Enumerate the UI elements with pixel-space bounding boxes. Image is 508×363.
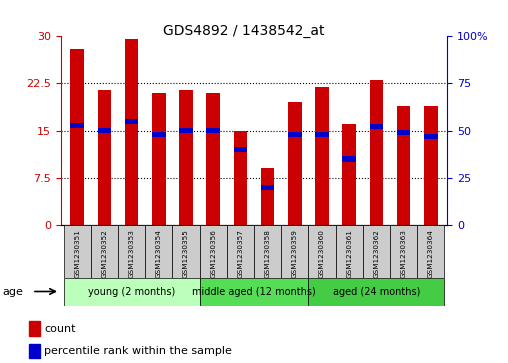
Text: GSM1230355: GSM1230355 bbox=[183, 229, 189, 278]
Text: percentile rank within the sample: percentile rank within the sample bbox=[44, 346, 232, 356]
Bar bbox=[98, 90, 111, 225]
Bar bbox=[118, 225, 145, 278]
Bar bbox=[64, 278, 200, 306]
Bar bbox=[308, 225, 336, 278]
Text: GSM1230362: GSM1230362 bbox=[373, 229, 379, 278]
Text: GSM1230364: GSM1230364 bbox=[428, 229, 434, 278]
Bar bbox=[179, 128, 193, 133]
Bar bbox=[125, 40, 139, 225]
Text: GSM1230352: GSM1230352 bbox=[102, 229, 108, 278]
Bar bbox=[172, 225, 200, 278]
Text: age: age bbox=[3, 287, 23, 297]
Bar bbox=[98, 128, 111, 133]
Text: aged (24 months): aged (24 months) bbox=[333, 287, 420, 297]
Bar bbox=[261, 185, 274, 190]
Bar bbox=[261, 168, 274, 225]
Bar bbox=[417, 225, 444, 278]
Bar bbox=[315, 132, 329, 137]
Bar bbox=[125, 119, 139, 124]
Text: GSM1230363: GSM1230363 bbox=[400, 229, 406, 278]
Bar bbox=[390, 225, 417, 278]
Bar bbox=[234, 147, 247, 152]
Bar bbox=[308, 278, 444, 306]
Bar bbox=[200, 225, 227, 278]
Bar bbox=[288, 102, 302, 225]
Bar bbox=[152, 132, 166, 137]
Text: GSM1230359: GSM1230359 bbox=[292, 229, 298, 278]
Bar bbox=[227, 225, 254, 278]
Bar bbox=[71, 49, 84, 225]
Bar bbox=[424, 106, 437, 225]
Bar bbox=[29, 322, 40, 336]
Bar bbox=[342, 125, 356, 225]
Text: GDS4892 / 1438542_at: GDS4892 / 1438542_at bbox=[163, 24, 325, 38]
Text: GSM1230353: GSM1230353 bbox=[129, 229, 135, 278]
Bar bbox=[71, 122, 84, 127]
Bar bbox=[397, 106, 410, 225]
Text: GSM1230357: GSM1230357 bbox=[237, 229, 243, 278]
Bar bbox=[315, 87, 329, 225]
Bar bbox=[234, 131, 247, 225]
Bar bbox=[424, 134, 437, 139]
Bar bbox=[336, 225, 363, 278]
Bar bbox=[397, 130, 410, 135]
Bar bbox=[91, 225, 118, 278]
Text: count: count bbox=[44, 323, 76, 334]
Text: young (2 months): young (2 months) bbox=[88, 287, 175, 297]
Text: GSM1230358: GSM1230358 bbox=[265, 229, 271, 278]
Bar bbox=[288, 132, 302, 137]
Text: GSM1230351: GSM1230351 bbox=[74, 229, 80, 278]
Bar bbox=[64, 225, 91, 278]
Bar bbox=[206, 93, 220, 225]
Bar bbox=[363, 225, 390, 278]
Bar bbox=[145, 225, 172, 278]
Bar bbox=[29, 344, 40, 358]
Bar bbox=[200, 278, 308, 306]
Text: GSM1230354: GSM1230354 bbox=[156, 229, 162, 278]
Text: middle aged (12 months): middle aged (12 months) bbox=[192, 287, 316, 297]
Bar bbox=[206, 128, 220, 133]
Bar bbox=[342, 156, 356, 162]
Bar bbox=[152, 93, 166, 225]
Text: GSM1230360: GSM1230360 bbox=[319, 229, 325, 278]
Bar bbox=[369, 80, 383, 225]
Bar bbox=[179, 90, 193, 225]
Bar bbox=[369, 125, 383, 130]
Text: GSM1230361: GSM1230361 bbox=[346, 229, 352, 278]
Text: GSM1230356: GSM1230356 bbox=[210, 229, 216, 278]
Bar bbox=[281, 225, 308, 278]
Bar bbox=[254, 225, 281, 278]
